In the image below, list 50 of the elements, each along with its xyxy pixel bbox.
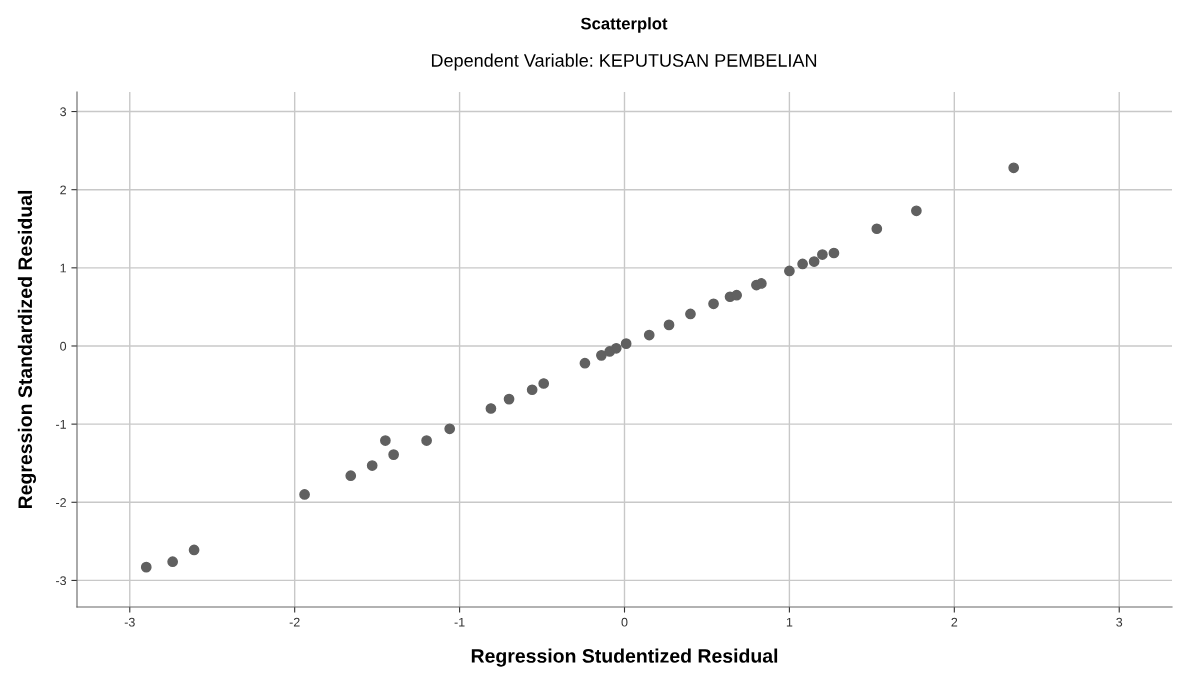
y-axis-title: Regression Standardized Residual: [17, 190, 37, 509]
point: [299, 489, 310, 500]
y-tick-label: 0: [60, 341, 67, 351]
point: [828, 247, 840, 259]
point: [610, 342, 622, 354]
chart-title: Scatterplot: [580, 17, 668, 33]
point: [596, 350, 607, 361]
x-axis-title: Regression Studentized Residual: [471, 648, 778, 667]
point: [167, 556, 179, 568]
x-tick-label: -2: [289, 617, 300, 627]
point: [756, 278, 767, 289]
y-tick-label: 1: [60, 263, 66, 273]
point: [538, 378, 550, 389]
point: [380, 435, 391, 446]
point: [685, 308, 696, 320]
point: [731, 289, 742, 301]
y-tick-label: -1: [56, 420, 66, 429]
point: [345, 470, 357, 482]
point: [366, 460, 378, 471]
x-tick-label: -3: [124, 617, 135, 627]
point: [708, 298, 719, 310]
y-tick-label: -2: [56, 498, 66, 507]
point: [871, 223, 883, 235]
point: [808, 256, 820, 267]
point: [911, 205, 922, 217]
x-tick-label: 0: [621, 617, 628, 627]
point: [620, 338, 632, 349]
x-tick-label: 2: [951, 617, 958, 627]
point: [421, 435, 432, 446]
point: [140, 561, 152, 573]
y-tick-label: 3: [60, 107, 67, 117]
point: [526, 384, 538, 396]
point: [784, 265, 795, 277]
y-tick-label: -3: [56, 576, 67, 586]
x-tick-label: 1: [786, 617, 793, 627]
point: [388, 449, 399, 460]
point: [797, 258, 808, 270]
point: [485, 403, 497, 414]
point: [188, 544, 200, 556]
point: [444, 423, 456, 435]
point: [663, 319, 675, 331]
y-tick-label: 2: [60, 185, 66, 195]
point: [579, 357, 591, 369]
point: [503, 393, 515, 405]
chart-subtitle: Dependent Variable: KEPUTUSAN PEMBELIAN: [431, 53, 817, 71]
x-tick-label: -1: [454, 617, 465, 627]
point: [643, 329, 655, 341]
point: [1008, 162, 1020, 174]
x-tick-label: 3: [1116, 617, 1123, 627]
point: [817, 249, 828, 260]
